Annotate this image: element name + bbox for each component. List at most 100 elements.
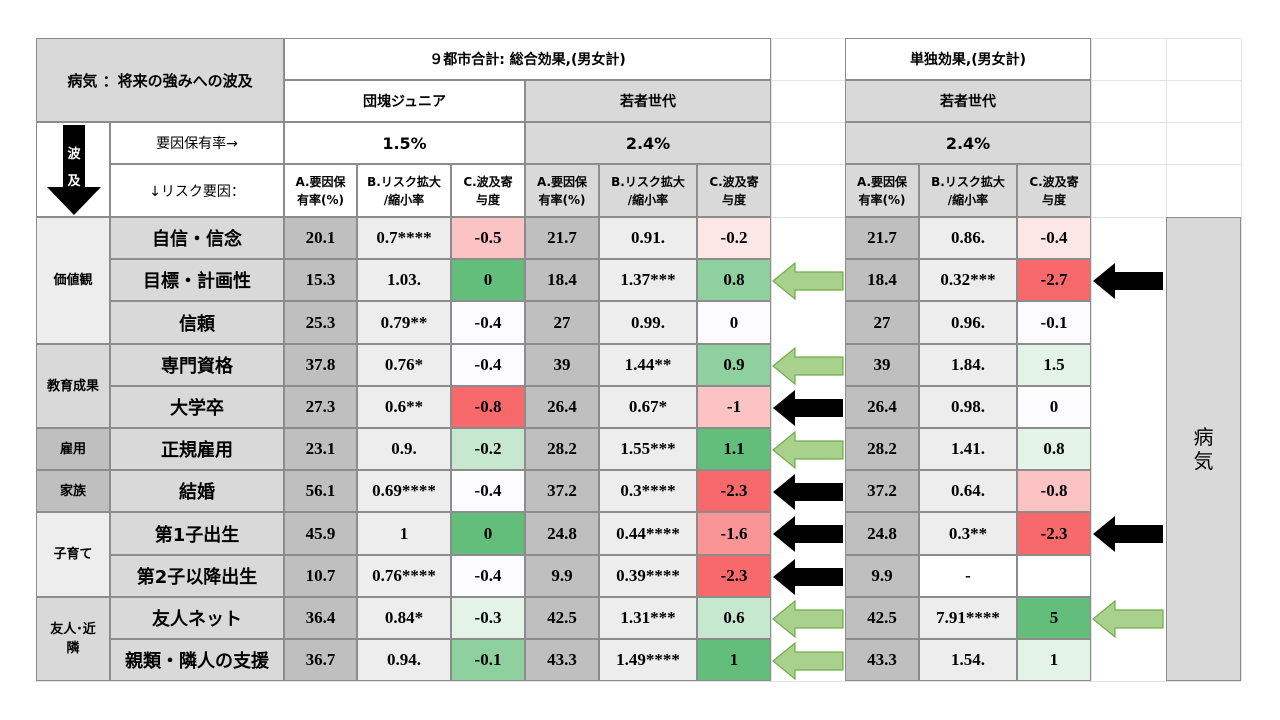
value-c: 0.6 (723, 608, 745, 627)
young-header: 若者世代 (525, 80, 771, 122)
value-c-cell: 5 (1017, 597, 1091, 639)
value-c-cell: -0.2 (451, 428, 525, 470)
value-b-cell: 1.37*** (599, 259, 697, 301)
factor-label: 第2子以降出生 (136, 567, 258, 588)
value-b-cell: 0.91. (599, 217, 697, 259)
factor-cell: 信頼 (110, 301, 284, 344)
factor-label: 目標・計画性 (143, 271, 251, 292)
factor-label: 自信・信念 (152, 229, 242, 250)
value-b: 1.49**** (616, 650, 680, 669)
category-cell: 価値観 (36, 217, 110, 344)
value-a: 20.1 (305, 228, 336, 247)
green-left-arrow-icon (772, 430, 844, 470)
value-c-cell: -0.1 (1017, 301, 1091, 344)
value-b: 0.7**** (376, 228, 432, 247)
value-a: 18.4 (547, 270, 577, 289)
value-c: 0 (483, 270, 493, 289)
value-b-cell: 0.67* (599, 386, 697, 428)
value-b: 0.79** (380, 312, 428, 332)
value-c-cell: -2.3 (697, 555, 771, 597)
value-a-cell: 24.8 (845, 512, 919, 555)
risk-label: ↓リスク要因： (149, 183, 245, 200)
value-b: 0.91. (631, 228, 665, 247)
col-c-header: C.波及寄 与度 (451, 164, 525, 217)
value-c: 1.1 (723, 439, 745, 458)
value-a-cell: 28.2 (845, 428, 919, 470)
value-a: 37.2 (547, 481, 577, 500)
value-b: 0.67* (628, 397, 668, 416)
value-a-cell: 43.3 (525, 639, 599, 681)
value-c-cell: 0.6 (697, 597, 771, 639)
factor-cell: 結婚 (110, 470, 284, 512)
value-c-cell: -0.3 (451, 597, 525, 639)
value-b-cell: 0.99. (599, 301, 697, 344)
green-left-arrow-icon (772, 599, 844, 639)
value-c: -2.3 (1040, 523, 1068, 543)
value-a-cell: 27 (525, 301, 599, 344)
black-left-arrow-icon (1093, 516, 1163, 552)
col-c-label: C.波及寄 与度 (709, 174, 759, 207)
category-label: 友人･近 隣 (50, 622, 96, 656)
green-left-arrow-icon (1092, 599, 1164, 639)
value-c: -2.3 (720, 481, 748, 500)
value-c-cell: -0.4 (451, 470, 525, 512)
value-b: 0.98. (951, 397, 985, 416)
page-title-cell: 病気 ：将来の強みへの波及 (36, 38, 284, 122)
value-b-cell: 0.79** (357, 301, 451, 344)
value-c-cell: -1.6 (697, 512, 771, 555)
value-b: - (965, 566, 971, 585)
value-c-cell: 0 (1017, 386, 1091, 428)
value-b: 0.3**** (620, 481, 676, 500)
value-b-cell: 0.94. (357, 639, 451, 681)
factor-cell: 専門資格 (110, 344, 284, 386)
value-b: 1.41. (951, 439, 985, 458)
value-b: 1.37*** (620, 270, 676, 289)
value-b: 0.6** (384, 397, 424, 416)
value-c: -0.5 (474, 228, 502, 247)
rate-label-cell: 要因保有率→ (110, 122, 284, 164)
factor-label: 専門資格 (161, 356, 233, 377)
value-c-cell: -0.4 (451, 344, 525, 386)
value-b: 0.44**** (616, 523, 680, 543)
value-a-cell: 23.1 (284, 428, 357, 470)
col-c-label: C.波及寄 与度 (1029, 174, 1079, 207)
value-a: 9.9 (551, 566, 573, 585)
value-b-cell: 0.98. (919, 386, 1017, 428)
value-c-cell: 1 (697, 639, 771, 681)
value-c: 1 (729, 650, 739, 669)
value-c: -0.4 (474, 312, 502, 332)
factor-label: 正規雇用 (161, 440, 233, 461)
col-c-label: C.波及寄 与度 (463, 174, 513, 207)
value-c: -0.4 (474, 481, 502, 500)
value-a-cell: 42.5 (525, 597, 599, 639)
value-c: -0.4 (1040, 228, 1068, 247)
value-a-cell: 10.7 (284, 555, 357, 597)
value-a-cell: 36.7 (284, 639, 357, 681)
value-a: 26.4 (867, 397, 897, 416)
value-a-cell: 37.2 (525, 470, 599, 512)
value-a: 27 (873, 312, 891, 332)
value-c: 0 (483, 523, 493, 543)
value-c: 1.5 (1043, 355, 1065, 374)
value-c: -0.2 (720, 228, 748, 247)
value-b-cell: 0.76* (357, 344, 451, 386)
value-c-cell (1017, 555, 1091, 597)
value-c-cell: 1.5 (1017, 344, 1091, 386)
category-label: 家族 (59, 483, 86, 499)
factor-cell: 目標・計画性 (110, 259, 284, 301)
black-left-arrow-icon (773, 474, 843, 510)
value-b-cell: 0.86. (919, 217, 1017, 259)
value-b: 0.32*** (940, 270, 996, 289)
value-b: 0.86. (951, 228, 985, 247)
value-a: 27.3 (305, 397, 336, 416)
factor-cell: 親類・隣人の支援 (110, 639, 284, 681)
value-b: 0.84* (384, 608, 424, 627)
value-b-cell: - (919, 555, 1017, 597)
col-a-header: A.要因保 有率(%) (525, 164, 599, 217)
value-c-cell: -0.1 (451, 639, 525, 681)
value-b: 0.3** (948, 523, 988, 543)
value-a-cell: 27 (845, 301, 919, 344)
value-a: 36.7 (305, 650, 336, 669)
green-left-arrow-icon (772, 641, 844, 681)
value-b-cell: 0.96. (919, 301, 1017, 344)
